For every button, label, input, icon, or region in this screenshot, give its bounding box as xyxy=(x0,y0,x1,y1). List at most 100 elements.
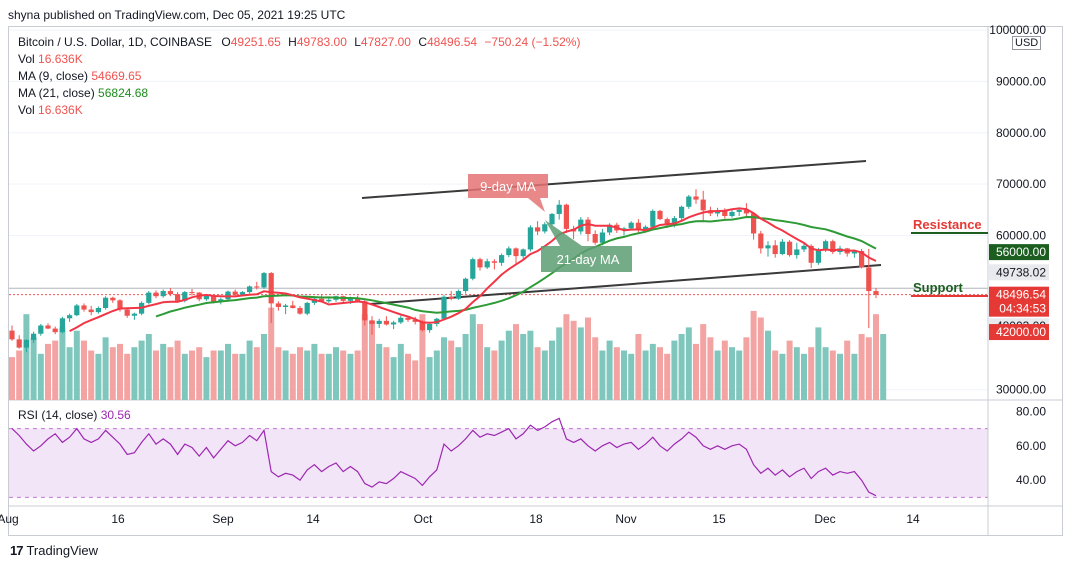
volume-bar-81 xyxy=(592,337,599,400)
ma9-line xyxy=(69,207,877,332)
legend-high-label: H xyxy=(288,35,297,49)
candle-107 xyxy=(779,241,785,255)
volume-bar-69 xyxy=(505,330,512,400)
candle-74 xyxy=(542,224,548,232)
volume-bar-42 xyxy=(311,343,318,400)
volume-bar-14 xyxy=(109,347,116,400)
volume-bar-46 xyxy=(340,350,347,400)
volume-bar-4 xyxy=(37,353,44,400)
time-tick-6: Nov xyxy=(615,512,636,526)
volume-bar-114 xyxy=(829,350,836,400)
time-tick-5: 18 xyxy=(529,512,543,526)
candle-73 xyxy=(535,227,541,232)
candle-52 xyxy=(383,320,389,325)
currency-badge[interactable]: USD xyxy=(1012,36,1042,50)
candle-63 xyxy=(463,278,469,292)
price-tag-bg-1 xyxy=(989,264,1049,281)
candle-0 xyxy=(9,330,15,340)
candle-57 xyxy=(419,321,425,331)
candle-66 xyxy=(484,261,490,268)
volume-bar-103 xyxy=(750,310,757,400)
volume-bar-36 xyxy=(268,307,275,400)
volume-bar-27 xyxy=(203,357,210,400)
candle-65 xyxy=(477,259,483,268)
volume-bar-60 xyxy=(441,337,447,400)
candle-62 xyxy=(455,291,461,299)
volume-bar-11 xyxy=(88,350,95,400)
volume-bar-89 xyxy=(649,343,656,400)
volume-bar-38 xyxy=(282,350,289,400)
volume-bar-117 xyxy=(851,353,858,400)
legend-ma9: 54669.65 xyxy=(91,69,142,83)
volume-bar-86 xyxy=(628,353,635,400)
volume-bar-7 xyxy=(59,327,66,400)
volume-bar-94 xyxy=(685,327,692,400)
candle-41 xyxy=(304,302,310,314)
volume-bar-57 xyxy=(419,314,426,400)
volume-bar-6 xyxy=(52,340,59,400)
candle-94 xyxy=(686,196,692,207)
volume-bar-40 xyxy=(297,347,303,400)
candle-39 xyxy=(290,305,296,309)
candle-113 xyxy=(823,241,829,250)
rsi-band xyxy=(9,428,988,498)
volume-bar-112 xyxy=(815,327,822,400)
volume-bar-3 xyxy=(30,337,37,400)
volume-bar-83 xyxy=(606,340,613,400)
candle-44 xyxy=(326,299,332,302)
volume-bar-95 xyxy=(693,343,699,400)
volume-bar-97 xyxy=(707,337,714,400)
rsi-legend-value: 30.56 xyxy=(100,408,131,422)
time-tick-8: Dec xyxy=(814,512,835,526)
candle-82 xyxy=(599,232,605,243)
candle-48 xyxy=(355,298,361,302)
candle-88 xyxy=(643,226,649,230)
candle-112 xyxy=(815,249,821,263)
candle-99 xyxy=(722,210,728,217)
volume-bar-19 xyxy=(145,334,152,400)
candle-38 xyxy=(283,305,289,307)
volume-bars xyxy=(9,307,887,400)
candle-2 xyxy=(23,339,29,348)
volume-bar-13 xyxy=(102,337,109,400)
volume-bar-17 xyxy=(131,347,138,400)
legend-vol2: 16.636K xyxy=(38,103,83,117)
candle-102 xyxy=(743,209,749,214)
volume-bar-108 xyxy=(786,340,793,400)
candle-56 xyxy=(412,319,418,322)
candle-96 xyxy=(700,199,706,211)
volume-bar-26 xyxy=(196,347,203,400)
price-tag-0: 56000.00 xyxy=(996,245,1046,259)
candle-72 xyxy=(527,227,533,250)
tradingview-logo-icon: 17 xyxy=(10,543,24,558)
time-axis: Aug 16 Sep 14 Oct 18 Nov 15 Dec 14 xyxy=(0,512,920,526)
volume-bar-53 xyxy=(390,357,397,400)
footer[interactable]: 17 TradingView xyxy=(10,543,98,558)
legend-close-label: C xyxy=(418,35,427,49)
volume-bar-33 xyxy=(246,340,253,400)
candle-33 xyxy=(247,286,253,293)
volume-bar-68 xyxy=(498,340,505,400)
volume-bar-66 xyxy=(484,347,491,400)
volume-bar-12 xyxy=(95,353,102,400)
rsi-axis: 80.00 60.00 40.00 xyxy=(1016,404,1046,487)
candle-76 xyxy=(556,204,562,214)
legend-close: 48496.54 xyxy=(427,35,478,49)
legend-low: 47827.00 xyxy=(360,35,411,49)
volume-bar-21 xyxy=(160,343,167,400)
volume-bar-96 xyxy=(700,324,707,400)
resistance-label: Resistance xyxy=(913,217,982,232)
volume-bar-1 xyxy=(16,350,23,400)
candle-108 xyxy=(787,241,793,256)
volume-bar-116 xyxy=(844,340,851,400)
volume-bar-35 xyxy=(261,334,267,400)
candle-31 xyxy=(232,291,238,295)
price-tag-bg-0 xyxy=(989,244,1049,261)
support-label: Support xyxy=(913,280,963,295)
candle-55 xyxy=(405,317,411,320)
volume-bar-88 xyxy=(642,350,649,400)
price-tag-countdown: 04:34:53 xyxy=(999,302,1046,316)
volume-bar-102 xyxy=(743,337,750,400)
volume-bar-52 xyxy=(383,347,390,400)
